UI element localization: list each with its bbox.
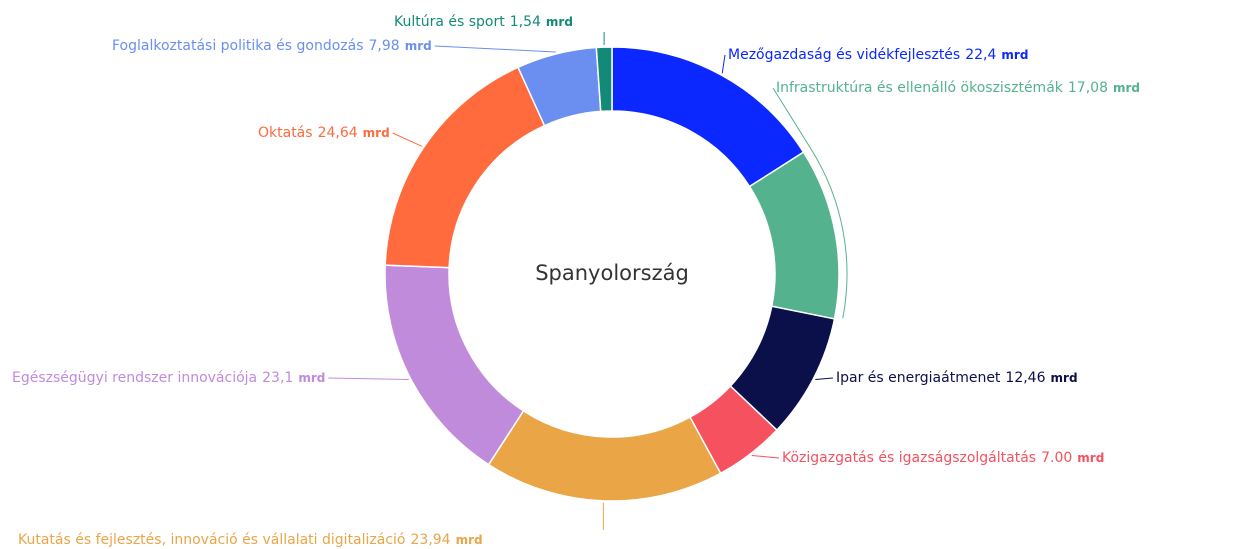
donut-segment: [487, 409, 722, 502]
segment-label: Oktatás 24,64 mrd: [258, 125, 390, 141]
segment-label: Infrastruktúra és ellenálló ökoszisztémá…: [776, 80, 1140, 96]
leader-line: [392, 132, 423, 147]
segment-label: Foglalkoztatási politika és gondozás 7,98…: [112, 38, 432, 54]
unit: mrd: [546, 15, 573, 29]
segment-label: Kultúra és sport 1,54 mrd: [394, 14, 573, 30]
leader-line: [815, 377, 834, 380]
leader-line: [751, 454, 780, 459]
category-name: Foglalkoztatási politika és gondozás: [112, 38, 364, 54]
category-name: Kultúra és sport: [394, 14, 505, 30]
value-label: 24,64: [318, 125, 358, 141]
leader-line: [328, 377, 409, 380]
unit: mrd: [298, 371, 325, 385]
donut-segment: [611, 46, 805, 188]
leader-line: [772, 87, 812, 151]
donut-segment: [595, 46, 613, 113]
segment-label: Ipar és energiaátmenet 12,46 mrd: [836, 370, 1078, 386]
bracket: [811, 149, 848, 319]
unit: mrd: [363, 126, 390, 140]
unit: mrd: [1001, 48, 1028, 62]
category-name: Mezőgazdaság és vidékfejlesztés: [728, 47, 960, 63]
value-label: 23,1: [262, 370, 293, 386]
value-label: 22,4: [965, 47, 996, 63]
value-label: 7.00: [1041, 450, 1072, 466]
category-name: Közigazgatás és igazságszolgáltatás: [782, 450, 1036, 466]
unit: mrd: [1113, 81, 1140, 95]
unit: mrd: [456, 533, 483, 547]
leader-line: [721, 54, 726, 74]
value-label: 7,98: [369, 38, 400, 54]
category-name: Ipar és energiaátmenet: [836, 370, 1001, 386]
value-label: 1,54: [510, 14, 541, 30]
segment-label: Kutatás és fejlesztés, innováció és váll…: [18, 532, 483, 548]
leader-line: [434, 45, 556, 53]
category-name: Oktatás: [258, 125, 313, 141]
category-name: Infrastruktúra és ellenálló ökoszisztémá…: [776, 80, 1064, 96]
donut-segment: [384, 264, 525, 466]
value-label: 12,46: [1005, 370, 1045, 386]
donut-segment: [748, 151, 840, 320]
category-name: Egészségügyi rendszer innovációja: [12, 370, 257, 386]
unit: mrd: [1051, 371, 1078, 385]
segment-label: Egészségügyi rendszer innovációja 23,1 mrd: [12, 370, 325, 386]
value-label: 23,94: [411, 532, 451, 548]
segment-label: Közigazgatás és igazságszolgáltatás 7.00 m…: [782, 450, 1104, 466]
unit: mrd: [1077, 451, 1104, 465]
donut-segment: [384, 66, 546, 269]
segment-label: Mezőgazdaság és vidékfejlesztés 22,4 mrd: [728, 47, 1028, 63]
center-label: Spanyolország: [535, 261, 689, 285]
category-name: Kutatás és fejlesztés, innováció és váll…: [18, 532, 406, 548]
value-label: 17,08: [1068, 80, 1108, 96]
unit: mrd: [405, 39, 432, 53]
